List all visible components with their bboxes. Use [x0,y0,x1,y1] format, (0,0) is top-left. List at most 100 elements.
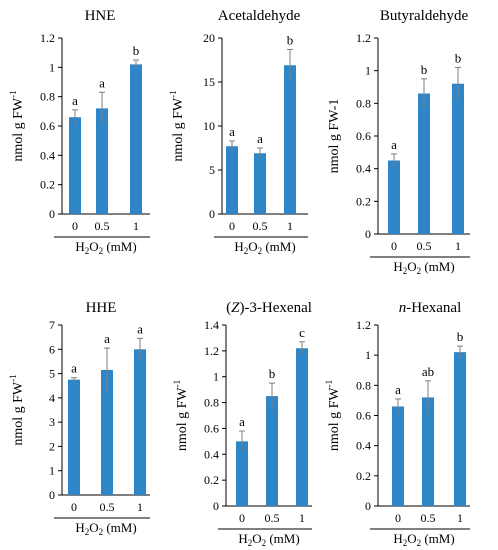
y-tick-label: 20 [203,31,215,45]
bar [388,160,400,234]
y-tick-label: 0 [365,227,371,241]
y-tick-label: 0.6 [40,119,55,133]
x-tick-label: 1 [457,511,463,525]
y-tick-label: 0 [209,207,215,221]
y-tick-label: 0.4 [40,148,55,162]
y-axis-label: nmol g FW-1 [327,99,342,174]
bar [96,108,108,214]
significance-letter: a [229,124,235,139]
significance-letter: b [457,329,464,344]
x-tick-label: 0.5 [265,511,280,525]
bar [236,441,248,506]
x-tick-label: 0.5 [100,500,115,514]
bar [296,348,308,506]
significance-letter: a [391,137,397,152]
x-tick-label: 0 [395,511,401,525]
y-tick-label: 0.6 [356,129,371,143]
y-tick-label: 5 [209,163,215,177]
y-tick-label: 0.2 [356,469,371,483]
significance-letter: b [421,62,428,77]
panel-title: n-Hexanal [399,300,461,316]
y-tick-label: 2 [49,439,55,453]
y-tick-label: 3 [49,415,55,429]
y-tick-label: 0.8 [356,378,371,392]
panel-title: HHE [86,300,117,316]
panel-5: (Z)-3-Hexenal 0 0.2 0.4 0.6 0.8 1 1.2 1.4 a 0 b 0.5 c… [172,300,312,548]
significance-letter: a [104,331,110,346]
y-tick-label: 0 [49,207,55,221]
bar [392,406,404,506]
y-tick-label: 1 [213,370,219,384]
y-tick-label: 0.4 [204,447,219,461]
y-tick-label: 0.6 [356,409,371,423]
x-tick-label: 1 [299,511,305,525]
significance-letter: a [257,131,263,146]
x-tick-label: 0 [71,500,77,514]
x-tick-label: 1 [133,219,139,233]
x-tick-label: 1 [287,219,293,233]
x-tick-label: 0 [391,239,397,253]
panel-1: HNE 0 0.2 0.4 0.6 0.8 1 1.2 a 0 a 0.5 b 1 H2O2 (mM) nmo… [8,8,150,256]
bar [68,379,80,495]
y-tick-label: 7 [49,318,55,332]
bar [101,369,113,495]
bar [226,146,238,214]
panel-2: Acetaldehyde 0 5 10 15 20 a 0 a 0.5 b 1 H2O2 (mM) nmo… [168,8,308,256]
x-tick-label: 0 [239,511,245,525]
x-axis-label: H2O2 (mM) [238,531,299,548]
bar [130,64,142,215]
x-tick-label: 1 [455,239,461,253]
x-tick-label: 0 [72,219,78,233]
bar [69,117,81,214]
bar [422,397,434,506]
y-tick-label: 0.4 [356,162,371,176]
x-axis-label: H2O2 (mM) [393,531,454,548]
y-tick-label: 0 [49,488,55,502]
y-axis-label: nmol g FW-1 [8,90,26,161]
significance-letter: ab [422,364,434,379]
y-tick-label: 1.2 [356,318,371,332]
y-tick-label: 0.8 [356,96,371,110]
y-tick-label: 1 [49,60,55,74]
y-tick-label: 0.6 [204,421,219,435]
x-axis-label: H2O2 (mM) [75,239,136,256]
significance-letter: b [455,50,462,65]
x-tick-label: 0.5 [95,219,110,233]
significance-letter: c [299,325,305,340]
y-tick-label: 0.8 [204,396,219,410]
significance-letter: b [133,43,140,58]
panel-title: Butyraldehyde [380,8,469,24]
y-tick-label: 1 [365,348,371,362]
y-tick-label: 0.4 [356,439,371,453]
y-tick-label: 1.4 [204,318,219,332]
y-tick-label: 0 [365,499,371,513]
panel-title: HNE [85,8,116,24]
y-tick-label: 0.2 [204,473,219,487]
bar [254,153,266,214]
y-tick-label: 1.2 [40,31,55,45]
y-tick-label: 10 [203,119,215,133]
y-tick-label: 0.2 [40,178,55,192]
panel-title: Acetaldehyde [218,8,301,24]
y-tick-label: 4 [49,391,55,405]
bar [134,349,146,495]
significance-letter: a [71,361,77,376]
x-tick-label: 1 [137,500,143,514]
y-axis-label: nmol g FW-1 [168,90,186,161]
x-tick-label: 0.5 [253,219,268,233]
bar [266,396,278,506]
y-tick-label: 5 [49,367,55,381]
significance-letter: a [395,382,401,397]
y-tick-label: 1.2 [356,31,371,45]
bar [452,83,464,234]
y-tick-label: 0.8 [40,90,55,104]
y-tick-label: 0.2 [356,194,371,208]
significance-letter: a [239,414,245,429]
y-axis-label: nmol g FW-1 [8,374,26,445]
x-axis-label: H2O2 (mM) [234,239,295,256]
x-axis-label: H2O2 (mM) [393,259,454,276]
bar [284,65,296,214]
significance-letter: a [99,75,105,90]
y-tick-label: 1 [49,464,55,478]
